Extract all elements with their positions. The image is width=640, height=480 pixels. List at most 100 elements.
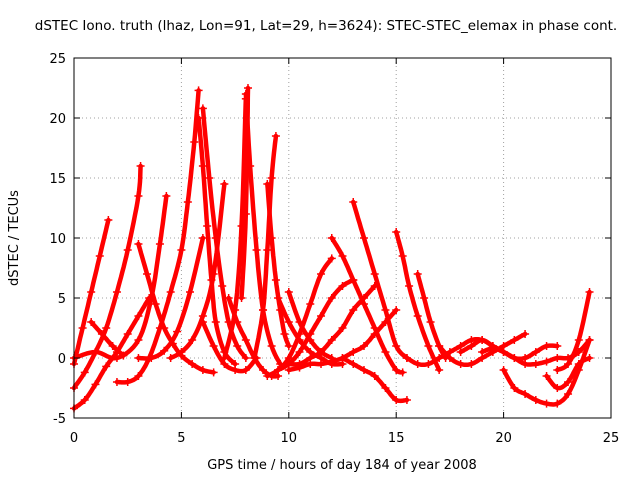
data-point-marker	[553, 342, 562, 350]
data-point-marker	[392, 342, 401, 350]
y-tick-label: -5	[53, 412, 66, 427]
data-point-marker	[295, 336, 304, 344]
data-point-marker	[413, 360, 422, 368]
data-point-marker	[327, 254, 336, 263]
data-point-marker	[349, 306, 358, 314]
data-point-marker	[402, 354, 411, 362]
data-point-marker	[252, 246, 261, 254]
data-point-marker	[95, 252, 104, 260]
data-point-marker	[271, 132, 280, 140]
data-point-marker	[155, 324, 164, 332]
data-point-marker	[123, 378, 132, 386]
data-point-marker	[162, 192, 171, 200]
data-point-marker	[151, 300, 160, 308]
data-point-marker	[220, 180, 229, 188]
data-point-marker	[510, 354, 519, 362]
data-point-marker	[211, 318, 220, 326]
data-point-marker	[349, 276, 358, 284]
data-point-marker	[359, 342, 368, 350]
series-line-2	[71, 163, 143, 391]
data-point-marker	[209, 270, 218, 278]
data-point-marker	[185, 288, 194, 296]
y-tick-label: 25	[49, 52, 66, 67]
data-point-marker	[381, 348, 390, 356]
data-point-marker	[194, 114, 203, 122]
data-point-marker	[177, 246, 186, 254]
data-point-marker	[102, 362, 111, 371]
data-point-marker	[108, 342, 117, 350]
data-point-marker	[338, 252, 347, 260]
data-point-marker	[542, 399, 551, 408]
data-point-marker	[177, 348, 186, 356]
data-point-marker	[420, 294, 429, 302]
data-point-marker	[531, 360, 540, 368]
data-point-marker	[147, 354, 156, 362]
data-point-marker	[267, 342, 276, 350]
chart-title: dSTEC Iono. truth (lhaz, Lon=91, Lat=29,…	[35, 18, 617, 34]
data-point-marker	[97, 330, 106, 338]
data-point-marker	[499, 366, 508, 374]
data-point-marker	[188, 360, 197, 368]
data-point-marker	[295, 363, 304, 372]
data-point-marker	[123, 246, 132, 254]
axis-ticks	[73, 57, 612, 419]
data-point-marker	[553, 354, 562, 362]
data-point-marker	[259, 306, 268, 314]
series-line-26	[350, 199, 410, 361]
data-point-marker	[405, 282, 414, 290]
data-point-marker	[295, 318, 304, 326]
data-point-marker	[413, 270, 422, 278]
data-point-marker	[190, 138, 199, 146]
data-point-marker	[521, 330, 530, 338]
data-point-marker	[134, 192, 143, 200]
data-point-marker	[359, 300, 368, 308]
data-point-marker	[271, 276, 280, 284]
data-point-marker	[243, 84, 252, 92]
data-point-marker	[398, 368, 407, 377]
data-point-marker	[134, 372, 143, 380]
data-point-marker	[553, 366, 562, 374]
data-point-marker	[78, 324, 87, 332]
y-tick-label: 0	[58, 352, 66, 367]
data-point-marker	[510, 336, 519, 344]
data-point-marker	[224, 294, 233, 302]
data-point-marker	[198, 234, 207, 242]
data-point-marker	[381, 384, 390, 392]
tick-labels: 0 5 10 15 20 25 -5 0 5 10 15 20 25	[49, 52, 619, 446]
data-point-marker	[284, 318, 293, 326]
data-point-marker	[267, 174, 276, 182]
y-axis-label: dSTEC / TECUs	[7, 190, 22, 286]
x-tick-label: 0	[70, 431, 78, 446]
data-point-marker	[284, 366, 293, 374]
data-point-marker	[338, 324, 347, 332]
data-point-marker	[510, 384, 519, 392]
data-point-marker	[553, 399, 562, 408]
data-point-marker	[585, 354, 594, 362]
data-point-marker	[241, 90, 250, 98]
data-point-marker	[220, 360, 229, 368]
data-point-marker	[246, 162, 255, 170]
data-point-marker	[392, 366, 401, 374]
data-point-marker	[435, 366, 444, 374]
data-point-marker	[233, 318, 242, 326]
data-point-marker	[585, 336, 594, 344]
data-point-marker	[80, 396, 89, 404]
data-point-marker	[488, 344, 497, 353]
data-point-marker	[119, 351, 128, 360]
data-point-marker	[349, 198, 358, 206]
data-point-marker	[203, 222, 212, 230]
data-point-marker	[327, 354, 336, 362]
data-point-marker	[198, 318, 207, 326]
data-point-marker	[198, 162, 207, 170]
data-point-marker	[370, 270, 379, 278]
data-point-marker	[295, 348, 304, 356]
data-point-marker	[413, 312, 422, 320]
data-point-marker	[370, 324, 379, 332]
data-point-marker	[359, 366, 368, 374]
series-line-5	[88, 319, 126, 358]
data-point-marker	[241, 354, 250, 362]
data-point-marker	[338, 354, 347, 362]
data-point-marker	[123, 330, 132, 338]
data-point-marker	[231, 366, 240, 374]
y-tick-label: 15	[49, 172, 66, 187]
